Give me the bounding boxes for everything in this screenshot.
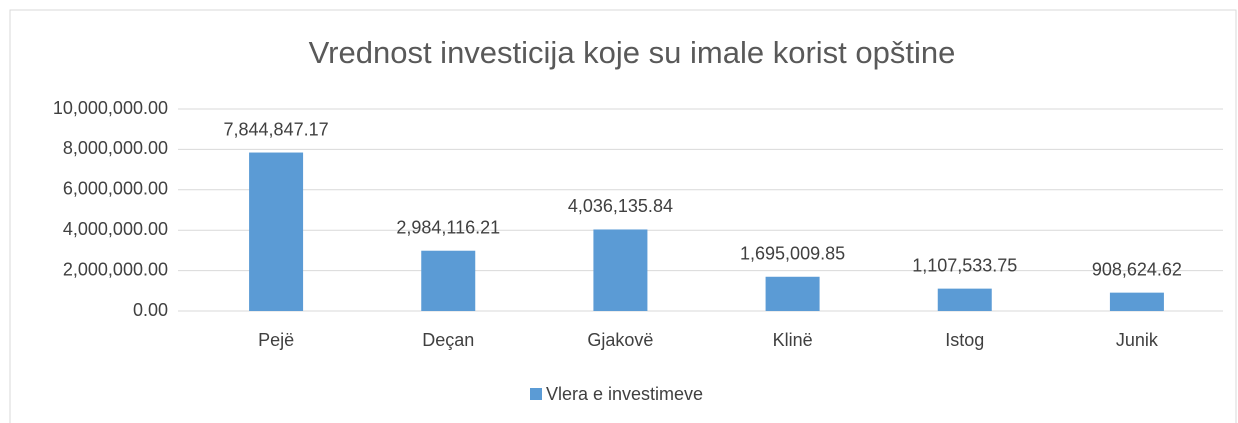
x-tick-label: Pejë <box>258 330 294 350</box>
x-tick-label: Istog <box>945 330 984 350</box>
chart-frame <box>9 9 1237 423</box>
y-tick-label: 6,000,000.00 <box>63 179 168 199</box>
bar <box>593 229 648 311</box>
y-tick-label: 0.00 <box>133 300 168 320</box>
data-label: 4,036,135.84 <box>568 196 673 216</box>
data-label: 2,984,116.21 <box>396 217 500 237</box>
legend-swatch <box>530 388 542 400</box>
x-tick-label: Klinë <box>773 330 813 350</box>
bar <box>937 288 992 311</box>
y-tick-label: 8,000,000.00 <box>63 138 168 158</box>
y-tick-label: 10,000,000.00 <box>53 98 168 118</box>
bar <box>1109 292 1164 311</box>
bar <box>249 152 304 311</box>
data-label: 1,695,009.85 <box>740 244 845 264</box>
legend-label: Vlera e investimeve <box>546 384 703 404</box>
x-tick-label: Gjakovë <box>587 330 653 350</box>
data-label: 908,624.62 <box>1092 259 1182 279</box>
y-tick-label: 4,000,000.00 <box>63 219 168 239</box>
bar <box>765 276 820 311</box>
chart-title: Vrednost investicija koje su imale koris… <box>309 35 956 70</box>
x-tick-label: Junik <box>1116 330 1159 350</box>
bar <box>421 250 476 311</box>
data-label: 7,844,847.17 <box>224 119 329 139</box>
y-tick-label: 2,000,000.00 <box>63 259 168 279</box>
x-tick-label: Deçan <box>422 330 474 350</box>
data-label: 1,107,533.75 <box>912 255 1017 275</box>
